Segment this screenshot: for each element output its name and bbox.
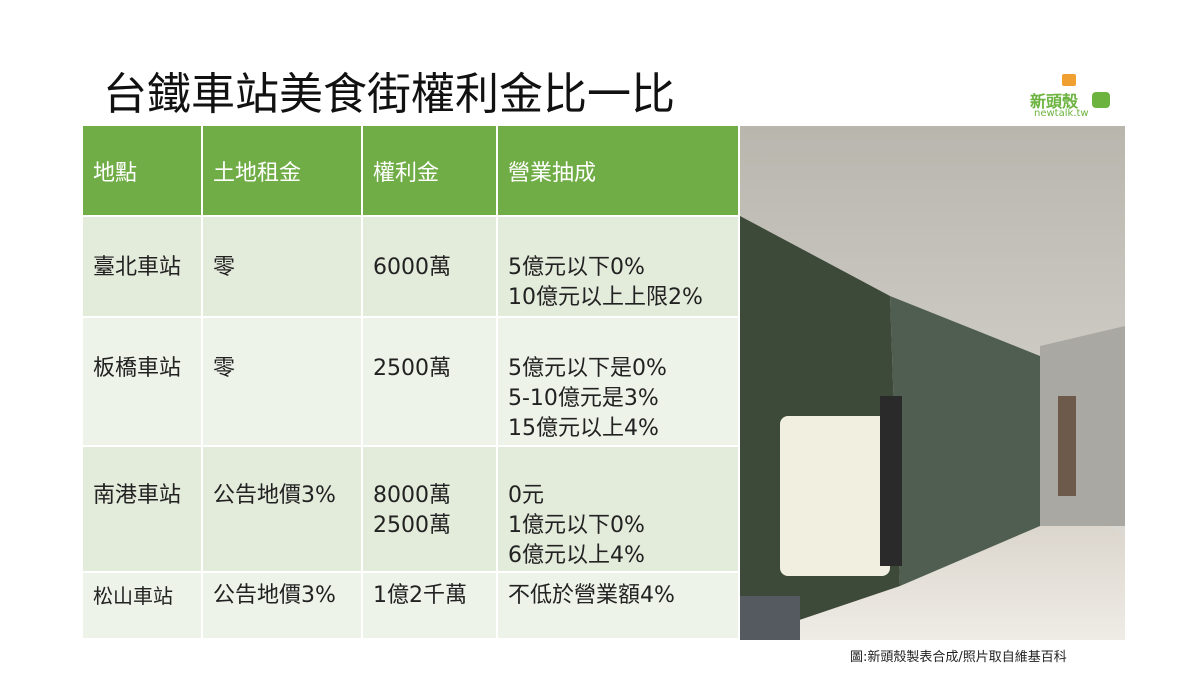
cell-text: 2500萬	[373, 356, 451, 381]
table-cell: 零	[203, 217, 363, 318]
cell-text: 板橋車站	[93, 356, 182, 381]
table-cell: 松山車站	[83, 573, 203, 640]
logo-sub: newtalk.tw	[1034, 108, 1089, 119]
cell-text: 15億元以上4%	[508, 416, 659, 441]
corridor	[1040, 326, 1125, 526]
cell-text: 5-10億元是3%	[508, 386, 659, 411]
cell-text: 5億元以下是0%	[508, 356, 667, 381]
table-cell: 公告地價3%	[203, 447, 363, 573]
table-cell: 5億元以下0% 10億元以上上限2%	[498, 217, 740, 318]
person	[1058, 396, 1076, 496]
cell-text: 松山車站	[93, 584, 173, 608]
cell-text: 零	[213, 356, 236, 381]
cell-text: 1億2千萬	[373, 583, 467, 608]
caption: 圖:新頭殼製表合成/照片取自維基百科	[850, 650, 1067, 665]
header-cell: 營業抽成	[498, 126, 740, 217]
table-cell: 不低於營業額4%	[498, 573, 740, 640]
cell-text: 地點	[93, 161, 138, 186]
cell-text: 土地租金	[213, 161, 302, 186]
cell-text: 0元	[508, 483, 544, 508]
table: 地點 土地租金 權利金 營業抽成 臺北車站零 6000萬 5億元以下0% 10億元以上上限2%…	[83, 126, 740, 640]
cell-text: 營業抽成	[508, 161, 597, 186]
header-cell: 土地租金	[203, 126, 363, 217]
cell-text: 南港車站	[93, 483, 182, 508]
table-cell: 臺北車站	[83, 217, 203, 318]
cell-text: 2500萬	[373, 513, 451, 538]
table-cell: 6000萬	[363, 217, 498, 318]
table-cell: 板橋車站	[83, 318, 203, 447]
photo	[740, 126, 1125, 640]
table-cell: 5億元以下是0% 5-10億元是3% 15億元以上4%	[498, 318, 740, 447]
cell-text: 權利金	[373, 161, 440, 186]
table-cell: 2500萬	[363, 318, 498, 447]
logo-icon	[1092, 92, 1110, 108]
cell-text: 零	[213, 255, 236, 280]
table-cell: 0元 1億元以下0% 6億元以上4%	[498, 447, 740, 573]
cell-text: 6億元以上4%	[508, 543, 645, 568]
shop-wall	[890, 296, 1040, 586]
cell-text: 8000萬	[373, 483, 451, 508]
cell-text: 6000萬	[373, 255, 451, 280]
logo-text: 新頭殼	[1030, 92, 1079, 111]
cell-text: 公告地價3%	[213, 483, 336, 508]
title: 台鐵車站美食街權利金比一比	[103, 69, 675, 120]
cell-text: 1億元以下0%	[508, 513, 645, 538]
cell-text: 臺北車站	[93, 255, 182, 280]
cell-text: 公告地價3%	[213, 583, 336, 608]
mat	[740, 596, 800, 640]
header-cell: 地點	[83, 126, 203, 217]
display-case	[780, 416, 890, 576]
table-cell: 零	[203, 318, 363, 447]
logo-icon	[1062, 74, 1076, 86]
table-cell: 公告地價3%	[203, 573, 363, 640]
cell-text: 不低於營業額4%	[508, 583, 675, 608]
cell-text: 10億元以上上限2%	[508, 285, 703, 310]
header-cell: 權利金	[363, 126, 498, 217]
person	[880, 396, 902, 566]
logo: 新頭殼 newtalk.tw	[1030, 74, 1110, 122]
cell-text: 5億元以下0%	[508, 255, 645, 280]
table-cell: 8000萬 2500萬	[363, 447, 498, 573]
table-cell: 南港車站	[83, 447, 203, 573]
table-cell: 1億2千萬	[363, 573, 498, 640]
